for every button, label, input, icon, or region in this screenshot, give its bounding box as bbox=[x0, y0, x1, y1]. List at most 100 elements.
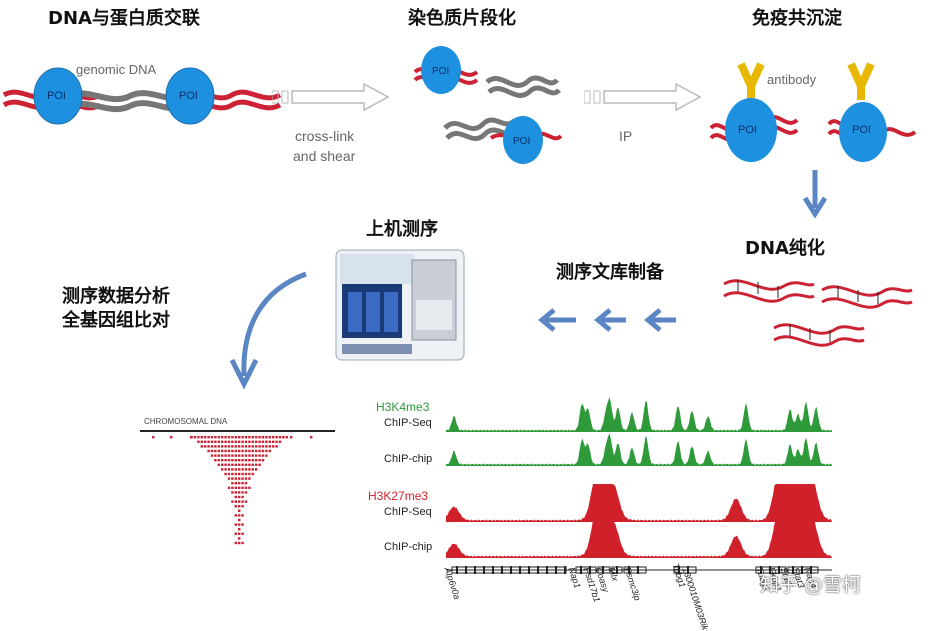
exon-mark bbox=[589, 566, 591, 574]
read-mark bbox=[231, 472, 234, 476]
crosslink-illustration bbox=[2, 67, 282, 125]
arrow2-label: IP bbox=[619, 128, 633, 144]
read-mark bbox=[258, 463, 261, 466]
purified-dna-illustration bbox=[723, 279, 913, 347]
read-mark bbox=[310, 436, 313, 439]
read-mark bbox=[224, 449, 227, 453]
read-mark bbox=[210, 454, 214, 457]
read-mark bbox=[227, 445, 231, 448]
exon-mark bbox=[519, 566, 521, 574]
read-mark bbox=[238, 482, 241, 485]
read-mark bbox=[210, 445, 214, 448]
read-mark bbox=[255, 449, 258, 453]
read-mark bbox=[251, 454, 254, 457]
read-mark bbox=[221, 468, 224, 471]
read-mark bbox=[268, 436, 271, 439]
read-mark bbox=[265, 445, 268, 448]
read-mark bbox=[244, 459, 248, 462]
read-mark bbox=[214, 459, 217, 462]
read-mark bbox=[258, 449, 261, 453]
arrow1-label-2: and shear bbox=[293, 148, 356, 164]
read-mark bbox=[227, 477, 231, 480]
exon-mark bbox=[760, 566, 762, 574]
exon-mark bbox=[778, 566, 780, 574]
read-mark bbox=[217, 440, 220, 443]
read-mark bbox=[248, 468, 251, 471]
read-mark bbox=[214, 436, 217, 439]
read-mark bbox=[244, 463, 248, 466]
read-mark bbox=[238, 518, 241, 522]
read-mark bbox=[234, 495, 237, 499]
exon-mark bbox=[555, 566, 557, 574]
read-mark bbox=[241, 495, 244, 499]
read-mark bbox=[248, 454, 251, 457]
read-mark bbox=[210, 449, 214, 453]
read-mark bbox=[200, 445, 203, 448]
read-mark bbox=[204, 440, 207, 443]
read-mark bbox=[241, 445, 244, 448]
read-mark bbox=[227, 459, 231, 462]
read-mark bbox=[258, 445, 261, 448]
read-mark bbox=[268, 449, 271, 453]
read-mark bbox=[152, 436, 155, 439]
genome-browser-tracks bbox=[446, 397, 832, 574]
exon-mark bbox=[792, 566, 794, 574]
read-mark bbox=[234, 532, 237, 535]
read-mark bbox=[244, 436, 248, 439]
read-mark bbox=[234, 505, 237, 508]
read-mark bbox=[241, 459, 244, 462]
read-mark bbox=[231, 482, 234, 485]
read-mark bbox=[231, 463, 234, 466]
exon-mark bbox=[465, 566, 467, 574]
read-mark bbox=[214, 454, 217, 457]
read-mark bbox=[241, 514, 244, 517]
read-mark bbox=[244, 486, 248, 489]
read-mark bbox=[244, 440, 248, 443]
read-mark bbox=[234, 440, 237, 443]
fragment-illustration bbox=[413, 46, 563, 164]
ip-illustration bbox=[709, 62, 917, 162]
read-mark bbox=[231, 477, 234, 480]
read-mark bbox=[272, 440, 275, 443]
read-mark bbox=[221, 459, 224, 462]
read-mark bbox=[241, 436, 244, 439]
read-mark bbox=[268, 445, 271, 448]
read-mark bbox=[190, 436, 193, 439]
read-mark bbox=[238, 537, 241, 540]
read-mark bbox=[255, 440, 258, 443]
sequencer-machine-image bbox=[335, 249, 465, 361]
exon-mark bbox=[628, 566, 630, 574]
read-mark bbox=[224, 454, 227, 457]
read-mark bbox=[241, 472, 244, 476]
read-mark bbox=[261, 436, 265, 439]
read-mark bbox=[241, 454, 244, 457]
read-mark bbox=[227, 454, 231, 457]
exon-mark bbox=[492, 566, 494, 574]
read-mark bbox=[234, 449, 237, 453]
read-mark bbox=[224, 459, 227, 462]
read-mark bbox=[265, 436, 268, 439]
read-mark bbox=[231, 445, 234, 448]
title-sequencing: 上机测序 bbox=[366, 219, 438, 240]
read-mark bbox=[251, 472, 254, 476]
title-analysis-2: 全基因组比对 bbox=[62, 310, 170, 331]
read-mark bbox=[261, 440, 265, 443]
read-mark bbox=[241, 477, 244, 480]
read-mark bbox=[248, 449, 251, 453]
exon-mark bbox=[501, 566, 503, 574]
read-mark bbox=[238, 495, 241, 499]
exon-mark bbox=[687, 566, 689, 574]
read-mark bbox=[234, 514, 237, 517]
read-mark bbox=[217, 449, 220, 453]
gene-model bbox=[673, 566, 697, 574]
read-mark bbox=[234, 500, 237, 503]
read-mark bbox=[244, 500, 248, 503]
read-mark bbox=[251, 468, 254, 471]
read-mark bbox=[244, 454, 248, 457]
read-mark bbox=[234, 541, 237, 545]
read-mark bbox=[234, 454, 237, 457]
read-mark bbox=[231, 468, 234, 471]
chromosomal-dna-label: CHROMOSOMAL DNA bbox=[144, 417, 228, 426]
exon-mark bbox=[801, 566, 803, 574]
read-mark bbox=[255, 468, 258, 471]
